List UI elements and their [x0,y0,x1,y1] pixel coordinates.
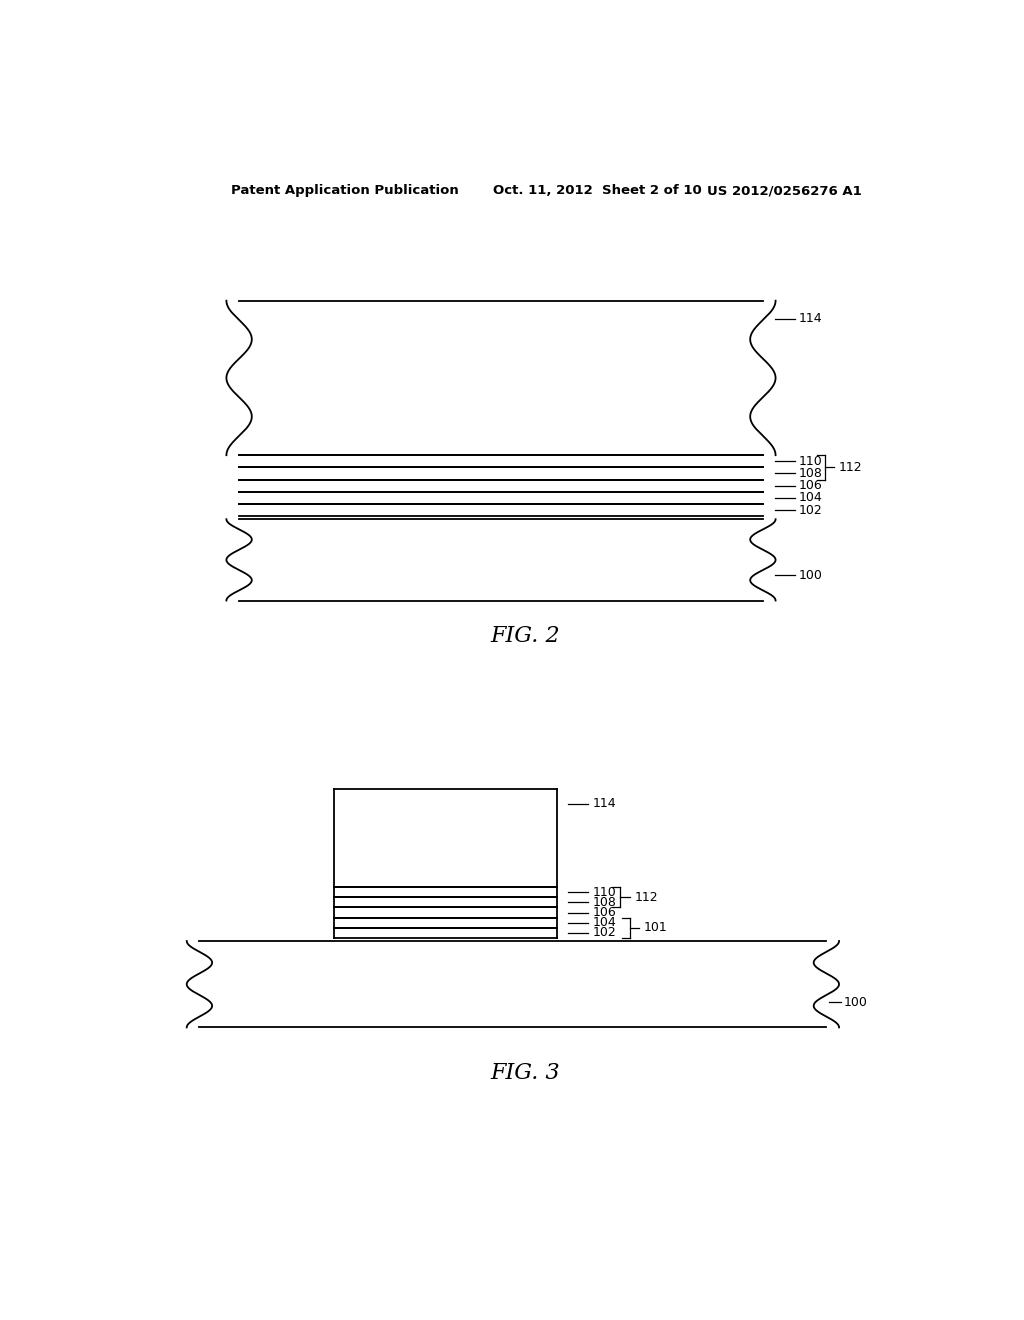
Text: 102: 102 [799,503,822,516]
Text: FIG. 2: FIG. 2 [490,626,559,647]
Text: FIG. 3: FIG. 3 [490,1063,559,1084]
Text: 104: 104 [799,491,822,504]
Text: US 2012/0256276 A1: US 2012/0256276 A1 [708,185,862,198]
Text: 102: 102 [592,927,616,940]
Text: 101: 101 [644,921,668,935]
Text: 110: 110 [799,455,822,467]
Text: 112: 112 [634,891,658,904]
Text: 114: 114 [799,313,822,326]
Text: 100: 100 [799,569,822,582]
Text: 114: 114 [592,797,615,810]
Text: Oct. 11, 2012  Sheet 2 of 10: Oct. 11, 2012 Sheet 2 of 10 [494,185,701,198]
Text: 106: 106 [592,906,616,919]
Text: 104: 104 [592,916,616,929]
Text: 106: 106 [799,479,822,492]
Text: Patent Application Publication: Patent Application Publication [231,185,459,198]
Text: 110: 110 [592,886,616,899]
Text: 108: 108 [799,467,822,480]
Text: 112: 112 [839,461,862,474]
Text: 108: 108 [592,896,616,909]
Text: 100: 100 [844,995,867,1008]
